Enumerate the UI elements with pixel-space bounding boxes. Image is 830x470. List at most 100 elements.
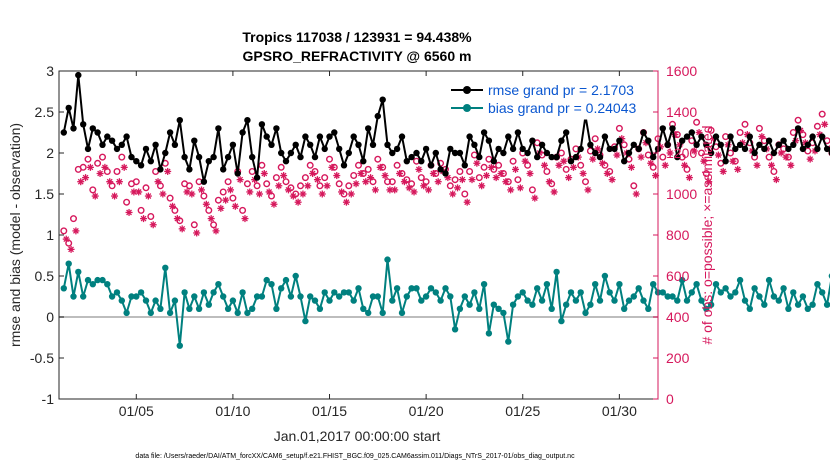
obs-assimilated-point bbox=[550, 188, 558, 196]
obs-assimilated-point bbox=[159, 190, 167, 198]
rmse-series-point bbox=[365, 125, 372, 132]
obs-possible-point bbox=[417, 174, 425, 182]
asterisk-stroke bbox=[155, 178, 161, 185]
bias-series-point bbox=[253, 293, 261, 300]
bias-series-point bbox=[292, 272, 299, 280]
bias-series-point bbox=[727, 293, 734, 300]
rmse-series-point bbox=[147, 158, 154, 165]
rmse-series-point bbox=[345, 149, 352, 157]
rmse-series-point bbox=[224, 153, 232, 161]
obs-possible-point bbox=[190, 221, 198, 229]
bias-series-point bbox=[804, 305, 811, 312]
obs-assimilated-point bbox=[115, 178, 123, 186]
obs-assimilated-point bbox=[207, 215, 215, 223]
bias-series-point bbox=[606, 289, 613, 296]
rmse-series-point bbox=[548, 153, 555, 161]
bias-series-point bbox=[244, 309, 251, 317]
obs-assimilated-point bbox=[478, 182, 486, 190]
obs-assimilated-point bbox=[473, 159, 481, 167]
bias-series-point bbox=[273, 305, 280, 312]
obs-assimilated-point bbox=[62, 235, 70, 243]
rmse-series-point bbox=[543, 149, 551, 157]
x-tick-label: 01/15 bbox=[312, 403, 347, 419]
rmse-series-point bbox=[355, 141, 362, 148]
rmse-series-point bbox=[292, 141, 299, 148]
asterisk-stroke bbox=[164, 168, 171, 175]
bias-series-point bbox=[224, 305, 232, 312]
obs-possible-point bbox=[147, 212, 155, 220]
asterisk-stroke bbox=[367, 174, 374, 181]
bias-series-point bbox=[509, 301, 517, 308]
asterisk-stroke bbox=[101, 164, 108, 171]
obs-assimilated-point bbox=[400, 178, 408, 186]
rmse-series-point bbox=[751, 149, 758, 157]
bias-series-point bbox=[171, 297, 179, 304]
right-tick-label: 600 bbox=[666, 268, 690, 284]
obs-assimilated-point bbox=[149, 221, 157, 229]
rmse-series-point bbox=[282, 158, 290, 165]
bias-series-point bbox=[650, 281, 657, 288]
bias-series-point bbox=[476, 305, 483, 312]
bias-series-point bbox=[360, 305, 367, 312]
asterisk-stroke bbox=[329, 164, 335, 171]
obs-assimilated-point bbox=[188, 190, 196, 198]
bias-series-point bbox=[577, 289, 584, 296]
asterisk-stroke bbox=[807, 156, 814, 163]
bias-series-point bbox=[331, 289, 338, 296]
rmse-series-point bbox=[427, 162, 435, 169]
asterisk-stroke bbox=[691, 148, 698, 154]
asterisk-stroke bbox=[169, 203, 176, 210]
asterisk-stroke bbox=[126, 209, 132, 216]
rmse-series-point bbox=[471, 141, 478, 148]
obs-assimilated-point bbox=[323, 182, 331, 190]
rmse-series-point bbox=[707, 149, 715, 157]
obs-assimilated-point bbox=[420, 182, 428, 190]
rmse-series-point bbox=[389, 149, 396, 157]
right-tick-label: 1200 bbox=[666, 145, 697, 161]
rmse-series-point bbox=[437, 166, 444, 173]
asterisk-stroke bbox=[531, 195, 538, 202]
rmse-series-point bbox=[99, 141, 106, 148]
asterisk-stroke bbox=[638, 154, 645, 161]
obs-possible-point bbox=[350, 171, 358, 179]
obs-assimilated-point bbox=[231, 202, 239, 210]
rmse-series-point bbox=[727, 133, 734, 140]
rmse-series-point bbox=[596, 153, 604, 161]
bias-series-point bbox=[302, 317, 309, 325]
obs-possible-point bbox=[702, 169, 710, 177]
obs-possible-point bbox=[65, 239, 73, 247]
bias-series-point bbox=[297, 293, 304, 300]
rmse-series-point bbox=[418, 158, 425, 165]
obs-assimilated-point bbox=[579, 170, 587, 177]
asterisk-stroke bbox=[483, 172, 490, 179]
obs-possible-point bbox=[422, 178, 430, 186]
rmse-series-point bbox=[360, 158, 367, 165]
bias-series-point bbox=[466, 301, 473, 308]
asterisk-stroke bbox=[353, 180, 359, 187]
asterisk-stroke bbox=[652, 172, 659, 179]
right-y-axis: 0 200 400 600 800 1000 1200 1400 1600 bbox=[653, 63, 697, 407]
asterisk-stroke bbox=[174, 215, 181, 222]
bias-series-point bbox=[471, 289, 478, 296]
bias-series-point bbox=[794, 301, 802, 308]
bias-series-point bbox=[505, 338, 512, 345]
asterisk-stroke bbox=[377, 164, 384, 171]
bias-series-point bbox=[84, 276, 92, 284]
obs-assimilated-point bbox=[371, 186, 379, 194]
rmse-series-point bbox=[529, 137, 536, 144]
bias-series-point bbox=[664, 293, 671, 300]
obs-assimilated-point bbox=[144, 192, 152, 200]
bias-series-point bbox=[369, 293, 377, 300]
rmse-series-point bbox=[456, 149, 464, 157]
rmse-series-point bbox=[572, 153, 580, 161]
asterisk-stroke bbox=[522, 158, 529, 165]
rmse-series-point bbox=[123, 133, 130, 140]
rmse-series-point bbox=[485, 137, 493, 144]
rmse-series-point bbox=[191, 137, 198, 144]
rmse-series-point bbox=[253, 174, 261, 181]
legend-rmse-label: rmse grand pr = 2.1703 bbox=[488, 82, 634, 98]
asterisk-stroke bbox=[87, 164, 94, 171]
asterisk-stroke bbox=[266, 189, 273, 195]
rmse-series-point bbox=[640, 129, 647, 136]
rmse-series-point bbox=[215, 125, 222, 132]
